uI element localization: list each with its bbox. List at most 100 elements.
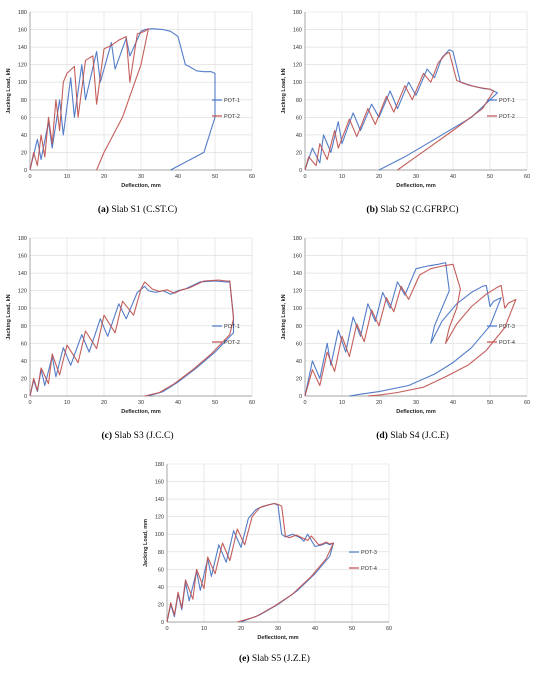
y-tick-label: 140	[155, 497, 164, 503]
x-tick-label: 60	[249, 174, 255, 180]
chart-d-svg: 0 20 40 60 80 100 120 140 160 180 0 10 20 30 40 50 60 Def…	[281, 236, 530, 415]
y-tick-label: 60	[158, 567, 164, 573]
y-tick-label: 160	[293, 254, 302, 260]
y-tick-label: 180	[293, 10, 302, 16]
y-tick-label: 60	[296, 341, 302, 347]
y-tick-label: 20	[21, 376, 27, 382]
y-tick-label: 120	[18, 289, 27, 295]
chart-panel-e: 0 20 40 60 80 100 120 140 160 180 0 10 20 30 40 50 60 Def…	[137, 452, 412, 673]
x-tick-label: 60	[524, 174, 530, 180]
y-tick-label: 100	[155, 532, 164, 538]
y-tick-label: 0	[299, 394, 302, 400]
y-tick-label: 20	[158, 602, 164, 608]
x-tick-label: 0	[28, 174, 31, 180]
x-tick-label: 30	[138, 400, 144, 406]
y-tick-label: 80	[21, 98, 27, 104]
caption-e-text: Slab S5 (J.Z.E)	[251, 654, 310, 664]
y-tick-label: 160	[18, 254, 27, 260]
chart-panel-d: 0 20 40 60 80 100 120 140 160 180 0 10 20 30 40 50 60 Def…	[275, 226, 550, 448]
x-tick-label: 50	[487, 400, 493, 406]
chart-panel-a: 0 20 40 60 80 100 120 140 160 180 0 10 20 30 40 50 60 Def…	[0, 0, 275, 222]
x-tick-label: 60	[524, 400, 530, 406]
legend-label-pot-2: POT-2	[499, 114, 515, 120]
y-axis-label: Jacking Load, kN	[281, 68, 287, 113]
caption-e: (e) Slab S5 (J.Z.E)	[137, 654, 412, 664]
x-tick-label: 10	[64, 400, 70, 406]
caption-d-text: Slab S4 (J.C.E)	[390, 431, 449, 441]
y-tick-label: 120	[18, 63, 27, 69]
x-tick-label: 50	[349, 626, 355, 632]
caption-b: (b) Slab S2 (C.GFRP.C)	[275, 205, 550, 215]
x-tick-label: 20	[376, 174, 382, 180]
caption-d-label: (d)	[376, 431, 388, 441]
x-tick-label: 10	[339, 400, 345, 406]
series-line-pot-2	[29, 279, 235, 397]
x-tick-label: 30	[275, 626, 281, 632]
x-axis-label: Deflection, mm	[396, 183, 436, 189]
y-tick-label: 0	[299, 168, 302, 174]
y-axis-label: Jacking Load, mm	[143, 519, 149, 567]
y-tick-label: 0	[24, 168, 27, 174]
y-tick-label: 140	[293, 45, 302, 51]
y-tick-label: 100	[293, 80, 302, 86]
y-tick-label: 0	[24, 394, 27, 400]
caption-a: (a) Slab S1 (C.ST.C)	[0, 205, 275, 215]
y-tick-label: 40	[21, 359, 27, 365]
series-line-pot-4	[304, 263, 517, 397]
legend-label-pot-1: POT-1	[499, 98, 515, 104]
x-tick-label: 40	[175, 400, 181, 406]
y-tick-label: 20	[296, 150, 302, 156]
y-axis-label: Jacking Load, kN	[6, 294, 12, 339]
x-tick-label: 30	[138, 174, 144, 180]
legend-label-pot-1: POT-1	[224, 324, 240, 330]
x-tick-label: 20	[238, 626, 244, 632]
caption-e-label: (e)	[239, 654, 250, 664]
x-tick-label: 40	[175, 174, 181, 180]
x-tick-label: 10	[339, 174, 345, 180]
legend-label-pot-4: POT-4	[499, 340, 515, 346]
x-tick-label: 60	[249, 400, 255, 406]
y-axis-label: Jacking Load, kN	[281, 294, 287, 339]
x-tick-label: 30	[413, 400, 419, 406]
y-tick-label: 180	[155, 462, 164, 468]
y-tick-label: 100	[293, 306, 302, 312]
y-tick-label: 40	[296, 133, 302, 139]
y-tick-label: 120	[293, 63, 302, 69]
y-tick-label: 180	[18, 10, 27, 16]
series-line-pot-2	[29, 28, 149, 171]
caption-c-text: Slab S3 (J.C.C)	[114, 431, 174, 441]
x-tick-label: 60	[386, 626, 392, 632]
caption-b-label: (b)	[366, 205, 379, 215]
x-tick-label: 20	[101, 174, 107, 180]
caption-c: (c) Slab S3 (J.C.C)	[0, 431, 275, 441]
legend-label-pot-4: POT-4	[361, 566, 377, 572]
x-tick-label: 30	[413, 174, 419, 180]
legend-label-pot-2: POT-2	[224, 114, 240, 120]
x-tick-label: 40	[312, 626, 318, 632]
y-tick-label: 80	[158, 550, 164, 556]
y-tick-label: 140	[293, 271, 302, 277]
legend-label-pot-2: POT-2	[224, 340, 240, 346]
y-tick-label: 60	[21, 341, 27, 347]
series-line-pot-4	[166, 502, 335, 623]
x-axis-label: Deflectiont, mm	[257, 635, 298, 641]
chart-b-svg: 0 20 40 60 80 100 120 140 160 180 0 10 20 30 40 50 60 Def…	[281, 10, 530, 189]
x-tick-label: 10	[64, 174, 70, 180]
series-line-pot-1	[304, 49, 498, 171]
chart-c-svg: 0 20 40 60 80 100 120 140 160 180 0 10 20 30 40 50 60 Def…	[6, 236, 255, 415]
y-tick-label: 80	[296, 98, 302, 104]
y-tick-label: 100	[18, 80, 27, 86]
series-line-pot-2	[304, 51, 495, 171]
x-tick-label: 20	[101, 400, 107, 406]
y-tick-label: 40	[21, 133, 27, 139]
chart-e-svg: 0 20 40 60 80 100 120 140 160 180 0 10 20 30 40 50 60 Def…	[143, 462, 392, 641]
x-tick-label: 20	[376, 400, 382, 406]
caption-a-text: Slab S1 (C.ST.C)	[111, 205, 178, 215]
y-tick-label: 160	[155, 480, 164, 486]
series-line-pot-1	[29, 280, 235, 397]
y-tick-label: 160	[293, 28, 302, 34]
x-tick-label: 50	[487, 174, 493, 180]
x-tick-label: 50	[212, 174, 218, 180]
legend-label-pot-3: POT-3	[499, 324, 515, 330]
caption-d: (d) Slab S4 (J.C.E)	[275, 431, 550, 441]
